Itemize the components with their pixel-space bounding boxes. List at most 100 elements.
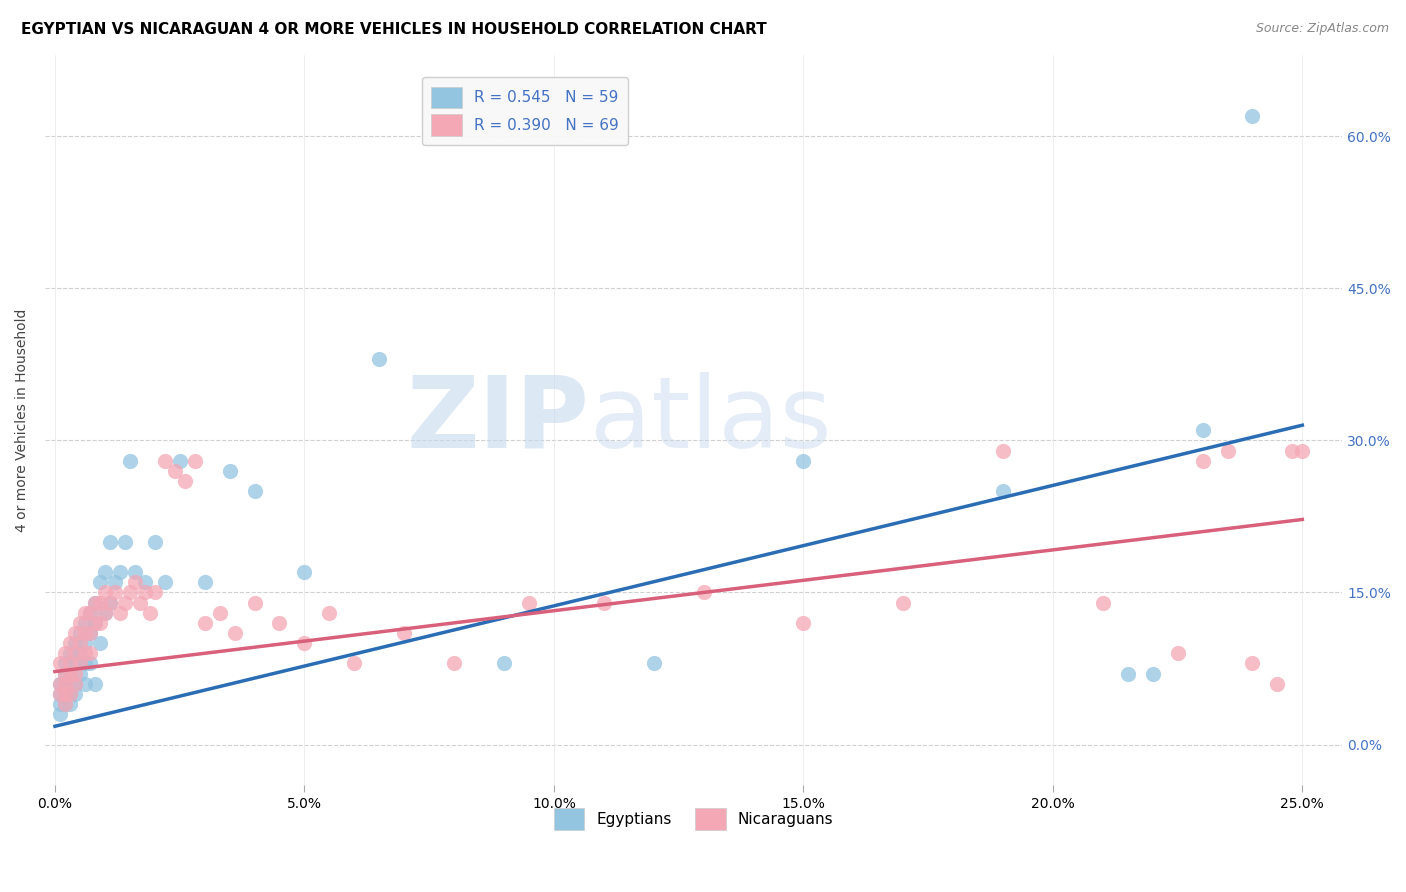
Point — [89, 636, 111, 650]
Point — [153, 575, 176, 590]
Point — [318, 606, 340, 620]
Point — [49, 707, 72, 722]
Point — [98, 596, 121, 610]
Point — [63, 676, 86, 690]
Point — [59, 697, 82, 711]
Point — [73, 657, 96, 671]
Point — [94, 565, 117, 579]
Point — [443, 657, 465, 671]
Point — [53, 657, 76, 671]
Point — [1241, 657, 1264, 671]
Point — [73, 615, 96, 630]
Point — [108, 606, 131, 620]
Point — [63, 646, 86, 660]
Point — [1281, 443, 1303, 458]
Point — [63, 657, 86, 671]
Point — [991, 443, 1014, 458]
Text: atlas: atlas — [591, 372, 831, 468]
Point — [392, 626, 415, 640]
Point — [69, 636, 91, 650]
Point — [49, 676, 72, 690]
Point — [49, 697, 72, 711]
Point — [128, 596, 150, 610]
Point — [98, 596, 121, 610]
Point — [643, 657, 665, 671]
Point — [94, 606, 117, 620]
Point — [83, 596, 105, 610]
Point — [143, 585, 166, 599]
Point — [183, 453, 205, 467]
Point — [124, 565, 146, 579]
Point — [269, 615, 291, 630]
Point — [69, 666, 91, 681]
Point — [79, 606, 101, 620]
Point — [1142, 666, 1164, 681]
Point — [104, 575, 127, 590]
Point — [194, 615, 217, 630]
Point — [104, 585, 127, 599]
Point — [53, 697, 76, 711]
Point — [49, 676, 72, 690]
Point — [83, 596, 105, 610]
Point — [243, 484, 266, 499]
Point — [124, 575, 146, 590]
Point — [991, 484, 1014, 499]
Point — [79, 626, 101, 640]
Point — [69, 615, 91, 630]
Point — [89, 575, 111, 590]
Point — [63, 626, 86, 640]
Point — [368, 352, 391, 367]
Point — [73, 636, 96, 650]
Point — [59, 687, 82, 701]
Point — [224, 626, 246, 640]
Text: Source: ZipAtlas.com: Source: ZipAtlas.com — [1256, 22, 1389, 36]
Point — [1116, 666, 1139, 681]
Point — [139, 606, 162, 620]
Point — [73, 626, 96, 640]
Point — [73, 676, 96, 690]
Point — [89, 615, 111, 630]
Point — [294, 636, 316, 650]
Point — [114, 596, 136, 610]
Point — [79, 606, 101, 620]
Point — [89, 596, 111, 610]
Point — [59, 636, 82, 650]
Point — [1191, 423, 1213, 437]
Point — [63, 666, 86, 681]
Point — [1267, 676, 1289, 690]
Point — [94, 585, 117, 599]
Point — [294, 565, 316, 579]
Point — [83, 615, 105, 630]
Point — [59, 687, 82, 701]
Point — [1216, 443, 1239, 458]
Point — [517, 596, 540, 610]
Point — [343, 657, 366, 671]
Point — [153, 453, 176, 467]
Point — [79, 657, 101, 671]
Point — [59, 646, 82, 660]
Point — [49, 687, 72, 701]
Point — [1241, 109, 1264, 123]
Point — [108, 565, 131, 579]
Point — [1167, 646, 1189, 660]
Point — [98, 534, 121, 549]
Point — [173, 474, 195, 488]
Point — [143, 534, 166, 549]
Point — [53, 676, 76, 690]
Point — [69, 657, 91, 671]
Point — [83, 615, 105, 630]
Point — [134, 585, 156, 599]
Text: ZIP: ZIP — [406, 372, 591, 468]
Point — [63, 636, 86, 650]
Point — [53, 687, 76, 701]
Point — [73, 606, 96, 620]
Point — [118, 585, 141, 599]
Point — [169, 453, 191, 467]
Point — [59, 657, 82, 671]
Point — [134, 575, 156, 590]
Point — [53, 666, 76, 681]
Point — [63, 687, 86, 701]
Point — [53, 697, 76, 711]
Point — [59, 676, 82, 690]
Point — [53, 687, 76, 701]
